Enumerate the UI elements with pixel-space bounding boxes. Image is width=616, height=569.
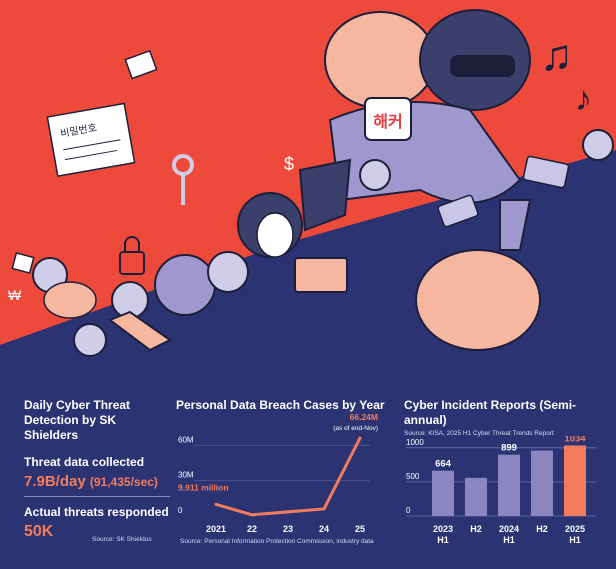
detection-source: Source: SK Shieldus xyxy=(92,536,152,543)
data-point xyxy=(358,436,362,440)
x-tick-label: H1 xyxy=(437,535,449,545)
hacker-illustration: 해커 ♫ ♪ 비밀번호 $ ₩ xyxy=(0,0,616,357)
laptop-icon xyxy=(294,257,348,293)
incident-panel: Cyber Incident Reports (Semi-annual) Sou… xyxy=(404,398,604,437)
x-tick-label: H1 xyxy=(503,535,515,545)
dollar-icon: $ xyxy=(284,154,294,174)
y-tick-label: 1000 xyxy=(406,438,424,447)
data-label: 664 xyxy=(435,459,452,470)
x-tick-label: 2023 xyxy=(433,524,453,534)
y-tick-label: 0 xyxy=(406,506,411,515)
x-tick-label: 24 xyxy=(319,524,329,534)
music-note-icon-2: ♪ xyxy=(575,80,592,118)
y-tick-label: 0 xyxy=(178,506,183,515)
money-sack-icon xyxy=(324,11,436,109)
breach-chart-title: Personal Data Breach Cases by Year xyxy=(176,398,385,412)
threats-responded-label: Actual threats responded xyxy=(24,505,169,519)
x-tick-label: H2 xyxy=(470,524,482,534)
bar xyxy=(498,454,520,516)
y-tick-label: 500 xyxy=(406,472,420,481)
x-tick-label: H2 xyxy=(536,524,548,534)
x-tick-label: H1 xyxy=(569,535,581,545)
incident-chart-title: Cyber Incident Reports (Semi-annual) xyxy=(404,398,577,427)
bar xyxy=(531,450,553,516)
data-label: 899 xyxy=(501,443,517,454)
bar xyxy=(564,445,586,516)
x-tick-label: 22 xyxy=(247,524,257,534)
x-tick-label: 2025 xyxy=(565,524,585,534)
threat-data-label: Threat data collected xyxy=(24,455,145,469)
x-tick-label: 23 xyxy=(283,524,293,534)
threat-data-sub: (91,435/sec) xyxy=(89,475,158,489)
x-tick-label: 2024 xyxy=(499,524,519,534)
annotation-note: (as of end-Nov) xyxy=(333,425,378,432)
breach-source: Source: Personal Information Protection … xyxy=(180,538,374,545)
annotation-end: 66.24M xyxy=(350,412,378,422)
banknote-icon-2 xyxy=(437,194,479,228)
annotation-start: 9.911 million xyxy=(178,482,229,492)
threats-responded-value: 50K xyxy=(24,523,54,540)
x-tick-label: 25 xyxy=(355,524,365,534)
breach-line-chart: 0 30M 60M 2021 22 23 24 25 9.911 million 66.24M (a… xyxy=(178,412,378,534)
y-tick-label: 60M xyxy=(178,435,194,444)
money-sack-icon-2 xyxy=(415,249,541,351)
data-point xyxy=(286,510,290,514)
data-point xyxy=(214,502,218,506)
lock-icon xyxy=(119,251,145,275)
banknote-icon xyxy=(522,155,570,189)
data-point xyxy=(322,507,326,511)
music-note-icon: ♫ xyxy=(540,31,573,80)
laptop-icon-2 xyxy=(107,310,172,352)
detection-panel: Daily Cyber Threat Detection by SK Shiel… xyxy=(24,398,172,541)
won-icon: ₩ xyxy=(8,287,22,303)
divider xyxy=(24,496,170,497)
breach-series-line xyxy=(215,437,362,517)
threat-data-value: 7.9B/day (91,435/sec) xyxy=(24,473,158,490)
detection-title: Daily Cyber Threat Detection by SK Shiel… xyxy=(24,398,131,442)
paper-scrap-icon xyxy=(124,49,158,80)
password-note-icon: 비밀번호 xyxy=(46,102,136,178)
data-point xyxy=(250,513,254,517)
bar xyxy=(465,477,487,516)
armband-icon xyxy=(364,97,412,141)
y-tick-label: 30M xyxy=(178,471,194,480)
data-label: 1034 xyxy=(564,436,586,445)
x-tick-label: 2021 xyxy=(206,524,226,534)
hooded-hacker-icon-2 xyxy=(154,254,216,316)
bar xyxy=(432,470,454,516)
svg-text:해커: 해커 xyxy=(373,113,402,131)
breach-panel: Personal Data Breach Cases by Year xyxy=(176,398,396,413)
incident-source: Source: KISA, 2025 H1 Cyber Threat Trend… xyxy=(404,430,554,437)
